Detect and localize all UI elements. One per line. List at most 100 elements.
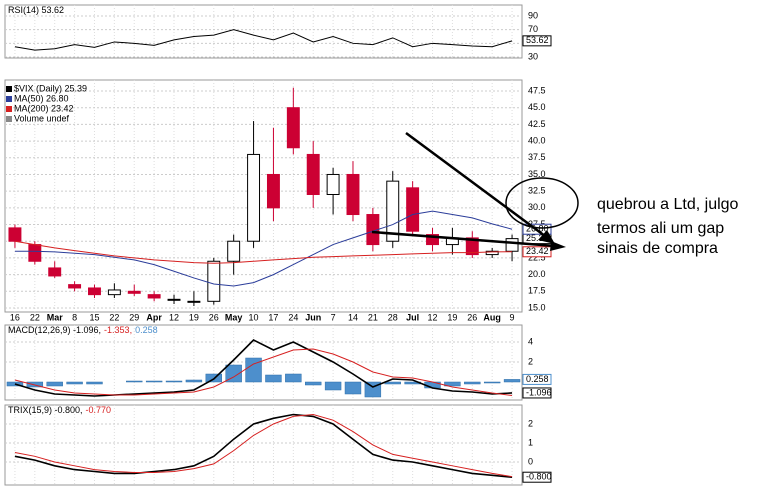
last-value-box	[522, 387, 552, 399]
last-value-box	[522, 373, 552, 385]
line-series	[14, 210, 513, 287]
candle-body	[207, 260, 221, 302]
candle-body	[386, 180, 400, 242]
legend-entry: 0.258	[135, 325, 158, 335]
y-tick-label: 42.5	[528, 119, 546, 129]
x-tick-label: 26	[209, 312, 219, 322]
y-tick-label: 20.0	[528, 269, 546, 279]
legend-entry: RSI(14) 53.62	[8, 5, 64, 15]
x-tick-label: 8	[72, 312, 77, 322]
histogram-bar	[324, 381, 342, 391]
x-tick-label: 19	[447, 312, 457, 322]
histogram-bar	[185, 379, 203, 383]
last-value-box	[522, 35, 552, 47]
x-tick-label: 26	[467, 312, 477, 322]
x-tick-label: 29	[129, 312, 139, 322]
line-series	[14, 240, 513, 264]
candle-body	[426, 234, 439, 246]
legend-entry: MA(50) 26.80	[14, 93, 69, 103]
series-group	[14, 29, 513, 51]
legend-swatch	[6, 106, 12, 112]
last-value-box	[522, 471, 552, 483]
histogram-bar	[384, 381, 401, 385]
annotation: sinais de compra	[597, 240, 718, 257]
y-tick-label: 2	[528, 418, 533, 428]
candle-body	[167, 298, 181, 301]
candle-body	[286, 107, 300, 149]
line-series	[14, 339, 513, 397]
histogram-bar	[265, 374, 282, 383]
histogram-bar	[483, 381, 501, 384]
candle-body	[465, 237, 479, 256]
y-tick-label: 2	[528, 356, 533, 366]
y-tick-label: 32.5	[528, 186, 546, 196]
x-tick-label: 12	[169, 312, 179, 322]
legend-entry: Volume undef	[14, 113, 70, 123]
arrow-head	[538, 230, 555, 244]
series-group	[8, 87, 519, 306]
candle-body	[28, 244, 42, 262]
histogram-bar	[344, 381, 362, 395]
candle-body	[88, 287, 101, 296]
annotation: quebrou a Ltd, julgo	[597, 196, 739, 213]
x-tick-label: Mar	[47, 312, 64, 322]
panel	[4, 79, 523, 313]
line-series	[14, 29, 513, 51]
y-tick-label: 4	[528, 336, 533, 346]
last-value-label: -0.800	[526, 472, 552, 482]
histogram-bar	[464, 381, 481, 385]
y-tick-label: 70	[528, 24, 538, 34]
histogram-bar	[145, 380, 163, 383]
x-tick-label: 22	[30, 312, 40, 322]
candle-body	[8, 227, 22, 242]
histogram-bar	[444, 381, 461, 387]
candle-body	[107, 289, 121, 296]
y-tick-label: 45.0	[528, 102, 546, 112]
histogram-bar	[225, 364, 242, 383]
x-tick-label: 7	[331, 312, 336, 322]
legend: MACD(12,26,9) -1.096, -1.353, 0.258	[8, 325, 158, 335]
histogram-bar	[86, 381, 103, 385]
candle-body	[326, 173, 340, 195]
x-tick-label: 10	[249, 312, 259, 322]
series-group	[6, 339, 521, 398]
y-tick-label: 40.0	[528, 135, 546, 145]
candle-body	[247, 153, 261, 242]
candle-body	[127, 290, 141, 294]
last-value-box	[522, 246, 552, 258]
x-tick-label: 19	[189, 312, 199, 322]
y-tick-label: 15.0	[528, 302, 546, 312]
legend-entry: $VIX (Daily) 25.39	[14, 83, 87, 93]
histogram-bar	[66, 381, 83, 385]
legend-entry: -0.770	[86, 405, 112, 415]
candle-body	[68, 284, 82, 289]
histogram-bar	[503, 379, 521, 383]
legend-swatch	[6, 116, 12, 122]
x-tick-label: 12	[428, 312, 438, 322]
y-tick-label: 1	[528, 437, 533, 447]
y-tick-label: 37.5	[528, 152, 546, 162]
x-tick-label: 24	[288, 312, 298, 322]
line-series	[14, 413, 513, 478]
y-tick-label: 47.5	[528, 85, 546, 95]
highlight-ellipse	[505, 177, 579, 229]
last-value-label: 0.258	[526, 374, 549, 384]
legend-entry: MACD(12,26,9) -1.096,	[8, 325, 101, 335]
legend: TRIX(15,9) -0.800, -0.770	[8, 405, 111, 415]
panel	[4, 404, 523, 486]
legend-entry: -1.353,	[104, 325, 132, 335]
y-tick-label: 17.5	[528, 286, 546, 296]
histogram-bar	[46, 381, 63, 387]
y-tick-label: 0	[528, 456, 533, 466]
x-tick-label: May	[225, 312, 243, 322]
candle-body	[187, 300, 201, 303]
last-value-label: -1.096	[526, 387, 552, 397]
x-tick-label: Apr	[146, 312, 162, 322]
legend-entry: TRIX(15,9) -0.800,	[8, 405, 83, 415]
legend-swatch	[6, 96, 12, 102]
line-series	[14, 348, 513, 397]
x-tick-label: 21	[368, 312, 378, 322]
drawing	[371, 131, 579, 251]
candle-body	[227, 240, 241, 262]
